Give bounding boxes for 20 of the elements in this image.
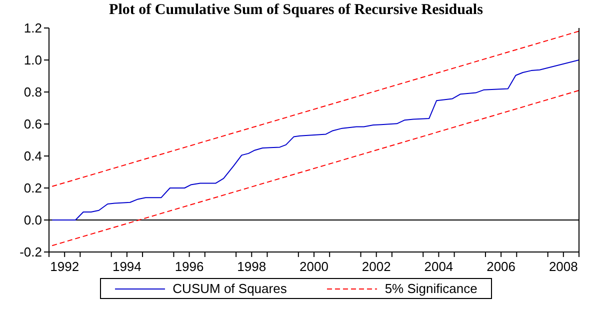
y-tick-label: 0.0 bbox=[24, 212, 42, 228]
y-tick-label: 0.4 bbox=[24, 148, 42, 164]
legend-label: CUSUM of Squares bbox=[172, 281, 287, 296]
legend-label: 5% Significance bbox=[384, 281, 478, 296]
x-tick-label: 1992 bbox=[50, 259, 80, 274]
y-tick-label: 0.6 bbox=[24, 116, 42, 132]
x-tick-label: 1996 bbox=[174, 259, 204, 274]
y-tick-label: 1.2 bbox=[24, 20, 42, 36]
y-tick-label: 0.2 bbox=[24, 180, 42, 196]
x-tick-label: 2008 bbox=[548, 259, 578, 274]
x-tick-label: 1994 bbox=[112, 259, 142, 274]
y-tick-label: -0.2 bbox=[20, 244, 42, 260]
x-tick-label: 2006 bbox=[486, 259, 516, 274]
chart-title: Plot of Cumulative Sum of Squares of Recursive Residuals bbox=[108, 2, 484, 20]
x-tick-label: 2004 bbox=[424, 259, 454, 274]
x-tick-label: 2000 bbox=[300, 259, 328, 274]
x-tick-label: 2002 bbox=[362, 259, 391, 274]
x-tick-label: 1998 bbox=[237, 259, 266, 274]
y-tick-label: 1.0 bbox=[24, 52, 42, 68]
y-tick-label: 0.8 bbox=[24, 84, 42, 100]
